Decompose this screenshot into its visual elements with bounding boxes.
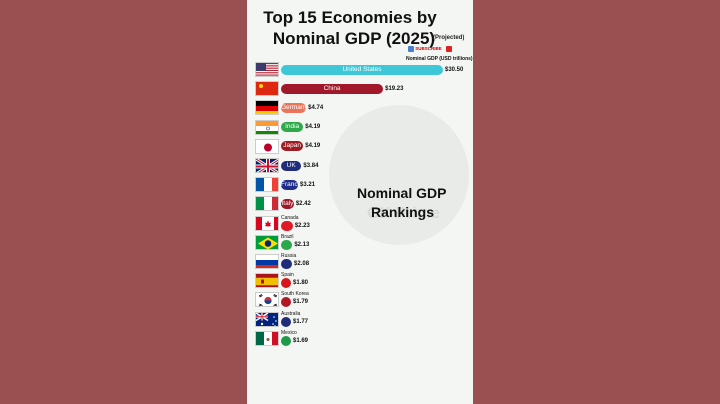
bar-label: UK bbox=[286, 161, 296, 169]
japan-flag bbox=[255, 138, 279, 154]
bar-australia bbox=[281, 316, 291, 327]
unit-note: Nominal GDP (USD trillions) bbox=[406, 56, 473, 62]
value-label: $19.23 bbox=[385, 85, 404, 92]
like-icon bbox=[408, 46, 414, 52]
chart-title-line2: Nominal GDP (2025) bbox=[272, 29, 436, 48]
bar-label: Spain bbox=[281, 272, 294, 279]
germany-flag bbox=[255, 100, 279, 116]
bar-label: Australia bbox=[281, 310, 301, 317]
value-label: $2.23 bbox=[294, 222, 310, 229]
mexico-flag bbox=[255, 330, 279, 346]
value-label: $2.42 bbox=[295, 200, 311, 207]
value-label: $3.21 bbox=[300, 181, 316, 188]
value-label: $4.19 bbox=[305, 143, 321, 150]
bar-uk bbox=[281, 160, 302, 171]
france-flag bbox=[255, 177, 279, 193]
australia-flag bbox=[255, 311, 279, 327]
bar-germany bbox=[281, 102, 307, 113]
value-label: $1.69 bbox=[293, 337, 309, 344]
value-label: $4.74 bbox=[308, 104, 324, 111]
bar-canada bbox=[281, 220, 293, 231]
bar-label: India bbox=[285, 123, 300, 131]
brazil-flag bbox=[255, 234, 279, 250]
side-text-2: Rankings bbox=[371, 204, 435, 220]
us-flag bbox=[255, 62, 279, 77]
bar-spain bbox=[281, 278, 291, 289]
chart-panel: GK Prime Top 15 Economies by Nominal GDP… bbox=[247, 0, 473, 404]
bar-india bbox=[281, 122, 304, 133]
bar-label: United States bbox=[342, 65, 382, 73]
bar-label: Russia bbox=[281, 253, 297, 259]
value-label: $1.77 bbox=[293, 318, 309, 325]
bell-icon bbox=[446, 46, 453, 52]
bar-label: South Korea bbox=[281, 291, 309, 298]
china-flag bbox=[255, 81, 279, 97]
bar-label: Brazil bbox=[281, 233, 294, 240]
south-korea-flag bbox=[255, 292, 279, 308]
value-label: $2.13 bbox=[294, 241, 310, 248]
bar-italy bbox=[281, 198, 294, 209]
canada-flag bbox=[255, 215, 279, 231]
bar-china bbox=[281, 83, 384, 94]
bar-label: Canada bbox=[281, 214, 299, 221]
bar-france bbox=[281, 179, 299, 190]
russia-flag bbox=[255, 254, 279, 269]
subscribe-label: SUBSCRIBE bbox=[415, 46, 442, 52]
uk-flag bbox=[255, 158, 279, 173]
bar-japan bbox=[281, 141, 304, 152]
bar-label: France bbox=[281, 180, 302, 188]
watermark-circle bbox=[329, 105, 469, 245]
value-label: $2.08 bbox=[294, 261, 310, 267]
watermark-text: GK Prime bbox=[367, 205, 440, 222]
chart-title-line1: Top 15 Economies by bbox=[263, 8, 437, 27]
value-label: $1.79 bbox=[293, 299, 309, 306]
bar-brazil bbox=[281, 239, 293, 250]
value-label: $30.50 bbox=[445, 66, 464, 73]
italy-flag bbox=[255, 196, 279, 212]
bar-united-states bbox=[281, 64, 443, 75]
bar-russia bbox=[281, 259, 293, 269]
india-flag bbox=[255, 119, 279, 135]
bar-south-korea bbox=[281, 297, 291, 308]
bar-label: China bbox=[323, 84, 341, 92]
value-label: $4.19 bbox=[305, 124, 321, 131]
value-label: $1.80 bbox=[293, 280, 309, 287]
subscribe-row[interactable]: SUBSCRIBE bbox=[408, 46, 453, 52]
bar-label: Japan bbox=[283, 142, 301, 150]
bar-mexico bbox=[281, 335, 291, 346]
projected-label: (Projected) bbox=[433, 35, 465, 41]
spain-flag bbox=[255, 273, 279, 289]
bar-label: Mexico bbox=[281, 329, 297, 336]
value-label: $3.84 bbox=[303, 162, 319, 169]
bar-label: Italy bbox=[281, 199, 294, 207]
side-text-1: Nominal GDP bbox=[357, 185, 447, 201]
bar-label: Germany bbox=[281, 103, 308, 111]
